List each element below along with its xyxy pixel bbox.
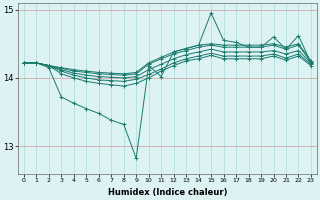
X-axis label: Humidex (Indice chaleur): Humidex (Indice chaleur) <box>108 188 227 197</box>
